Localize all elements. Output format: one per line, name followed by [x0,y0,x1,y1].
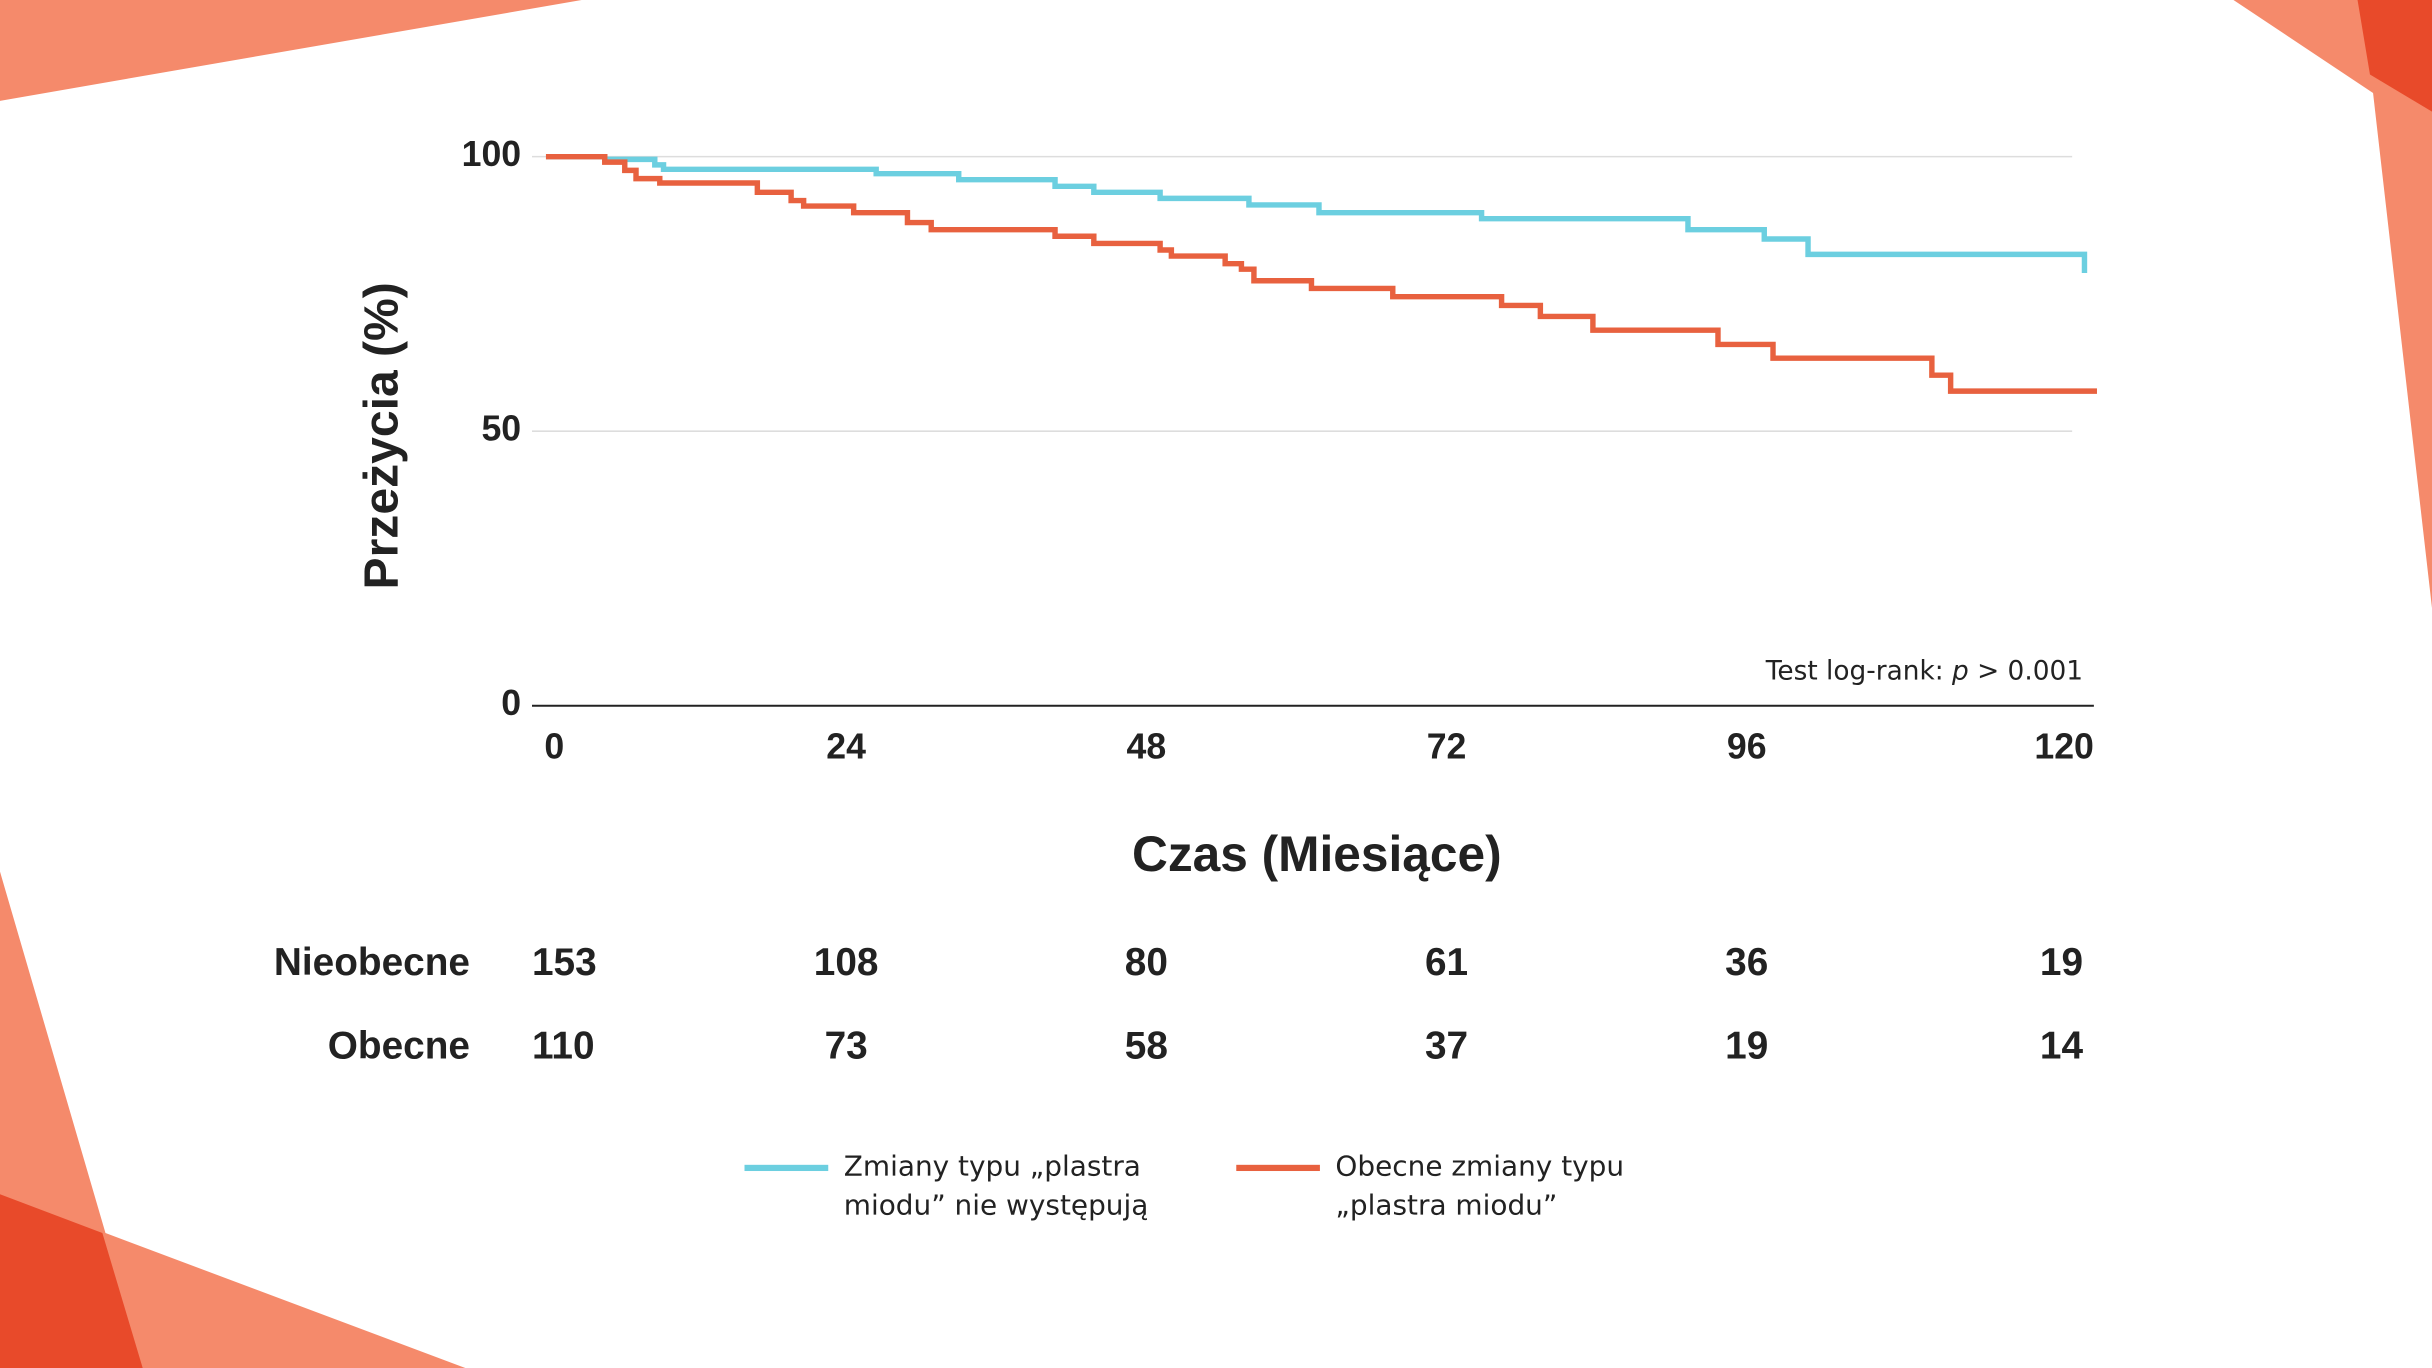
x-tick-label: 48 [1127,727,1167,767]
legend-label: Zmiany typu „plastra miodu” nie występuj… [843,1150,1149,1223]
risk-value: 19 [2040,941,2083,984]
y-axis-title: Przeżycia (%) [354,282,408,589]
risk-value: 58 [1125,1025,1168,1068]
y-tick-label: 100 [462,134,522,174]
corner-shape [2357,0,2432,112]
x-tick-label: 72 [1427,727,1467,767]
annotation: Test log-rank: p > 0.001 [1765,656,2083,686]
risk-value: 19 [1725,1025,1768,1068]
x-tick-label: 24 [826,727,866,767]
x-tick-label: 0 [544,727,564,767]
x-tick-label: 96 [1727,727,1767,767]
risk-value: 153 [532,941,597,984]
corner-shape [0,871,466,1368]
corner-shape [2233,0,2432,608]
corner-shape [0,0,582,101]
y-tick-label: 0 [501,683,521,723]
risk-value: 61 [1425,941,1468,984]
risk-value: 36 [1725,941,1768,984]
risk-value: 14 [2040,1025,2084,1068]
corner-shape [0,1194,143,1368]
y-tick-label: 50 [481,409,521,449]
risk-value: 73 [825,1025,868,1068]
risk-value: 37 [1425,1025,1468,1068]
legend-item: Obecne zmiany typu „plastra miodu” [1236,1150,1625,1223]
annotation-text: Test log-rank: [1765,656,1952,686]
risk-row-label: Obecne [328,1025,470,1068]
risk-value: 80 [1125,941,1168,984]
legend-swatch [744,1164,829,1172]
risk-value: 110 [532,1025,595,1068]
risk-value: 108 [814,941,879,984]
survival-curve [545,153,2088,274]
legend-swatch [1236,1164,1320,1172]
survival-curve [545,153,2097,394]
x-tick-label: 120 [2034,727,2094,767]
annotation-text: > 0.001 [1969,656,2083,686]
legend-label: Obecne zmiany typu „plastra miodu” [1335,1150,1625,1223]
legend-item: Zmiany typu „plastra miodu” nie występuj… [744,1150,1149,1223]
annotation-text: p [1951,656,1969,686]
x-axis-title: Czas (Miesiące) [1132,826,1502,882]
risk-row-label: Nieobecne [274,941,470,984]
